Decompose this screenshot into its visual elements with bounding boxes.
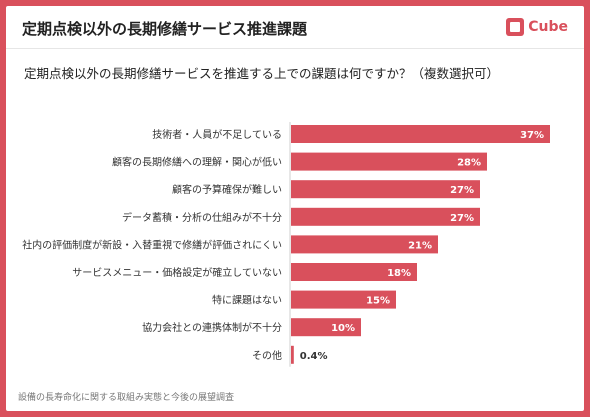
bar <box>291 235 438 254</box>
data-label: 18% <box>387 268 411 279</box>
category-label: サービスメニュー・価格設定が確立していない <box>72 266 282 279</box>
lcube-logo: Cube <box>506 18 568 36</box>
category-label: 社内の評価制度が新設・入替重視で修繕が評価されにくい <box>22 238 282 251</box>
survey-question: 定期点検以外の長期修繕サービスを推進する上での課題は何ですか？（複数選択可） <box>24 66 500 81</box>
data-label: 10% <box>331 323 355 334</box>
bar <box>291 207 480 226</box>
bar <box>291 125 550 143</box>
bar <box>291 152 487 171</box>
data-label: 28% <box>457 158 481 169</box>
category-label: 顧客の予算確保が難しい <box>172 183 282 196</box>
category-label: 特に課題はない <box>212 294 282 307</box>
bar <box>291 180 480 199</box>
category-label: データ蓄積・分析の仕組みが不十分 <box>122 211 282 224</box>
bar <box>291 318 361 337</box>
data-label: 27% <box>450 213 474 224</box>
category-label: 顧客の長期修繕への理解・関心が低い <box>112 156 282 169</box>
data-label: 21% <box>408 240 432 251</box>
data-label: 27% <box>450 185 474 196</box>
category-label: 協力会社との連携体制が不十分 <box>142 321 282 334</box>
bar <box>291 290 396 309</box>
category-label: 技術者・人員が不足している <box>152 128 282 141</box>
bar <box>291 263 417 281</box>
bar-chart: 技術者・人員が不足している 37% 顧客の長期修繕への理解・関心が低い 28% 顧客の予… <box>22 122 550 367</box>
data-label: 0.4% <box>300 351 328 362</box>
category-label: その他 <box>252 349 282 362</box>
chart-title: 定期点検以外の長期修繕サービス推進課題 <box>22 20 308 38</box>
source-note: 設備の長寿命化に関する取組み実態と今後の展望調査 <box>18 393 235 403</box>
logo-text: Cube <box>528 19 568 35</box>
data-label: 37% <box>520 130 544 141</box>
lcube-logo-icon <box>506 18 525 36</box>
header-divider <box>6 48 584 49</box>
data-label: 15% <box>366 296 390 307</box>
bar <box>291 345 294 364</box>
chart-card: 定期点検以外の長期修繕サービス推進課題 Cube 定期点検以外の長期修繕サービス… <box>6 6 584 411</box>
